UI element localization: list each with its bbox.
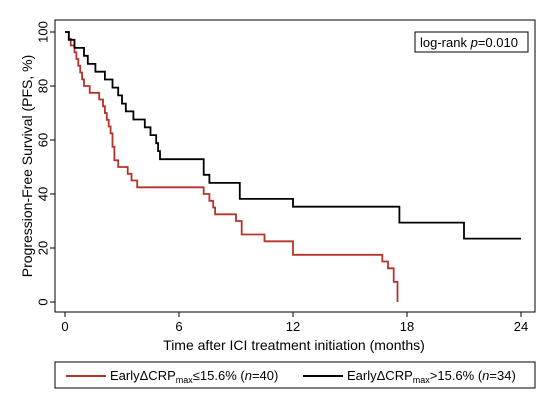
- x-axis: 0 6 12 18 24: [61, 312, 528, 334]
- x-tick-label-24: 24: [514, 319, 528, 334]
- series-layer: [65, 31, 521, 302]
- x-tick-label-6: 6: [175, 319, 182, 334]
- x-axis-title: Time after ICI treatment initiation (mon…: [163, 337, 425, 353]
- legend: EarlyΔCRPmax≤15.6% (n=40) EarlyΔCRPmax>1…: [54, 361, 536, 389]
- x-tick-label-12: 12: [286, 319, 300, 334]
- y-tick-label-100: 100: [36, 21, 51, 43]
- log-rank-p: p: [470, 35, 478, 50]
- y-axis-title: Progression-Free Survival (PFS, %): [19, 55, 35, 278]
- log-rank-value: =0.010: [478, 35, 518, 50]
- x-tick-label-0: 0: [61, 319, 68, 334]
- y-tick-label-80: 80: [36, 79, 51, 93]
- log-rank-text: log-rank p=0.010: [420, 35, 518, 50]
- y-tick-label-60: 60: [36, 133, 51, 147]
- y-tick-label-40: 40: [36, 187, 51, 201]
- legend-label-low: EarlyΔCRPmax≤15.6% (n=40): [110, 368, 278, 385]
- y-tick-label-0: 0: [36, 298, 51, 305]
- legend-box: [54, 361, 536, 389]
- annotation-box: [414, 31, 529, 53]
- series-line-low: [65, 31, 399, 302]
- y-tick-label-20: 20: [36, 241, 51, 255]
- log-rank-prefix: log-rank: [420, 35, 471, 50]
- legend-label-high: EarlyΔCRPmax>15.6% (n=34): [347, 368, 516, 385]
- series-line-high: [65, 31, 521, 240]
- plot-frame: [54, 19, 536, 313]
- x-tick-label-18: 18: [400, 319, 414, 334]
- log-rank-annotation: log-rank p=0.010: [414, 31, 529, 53]
- y-axis: 0 20 40 60 80 100: [36, 21, 55, 306]
